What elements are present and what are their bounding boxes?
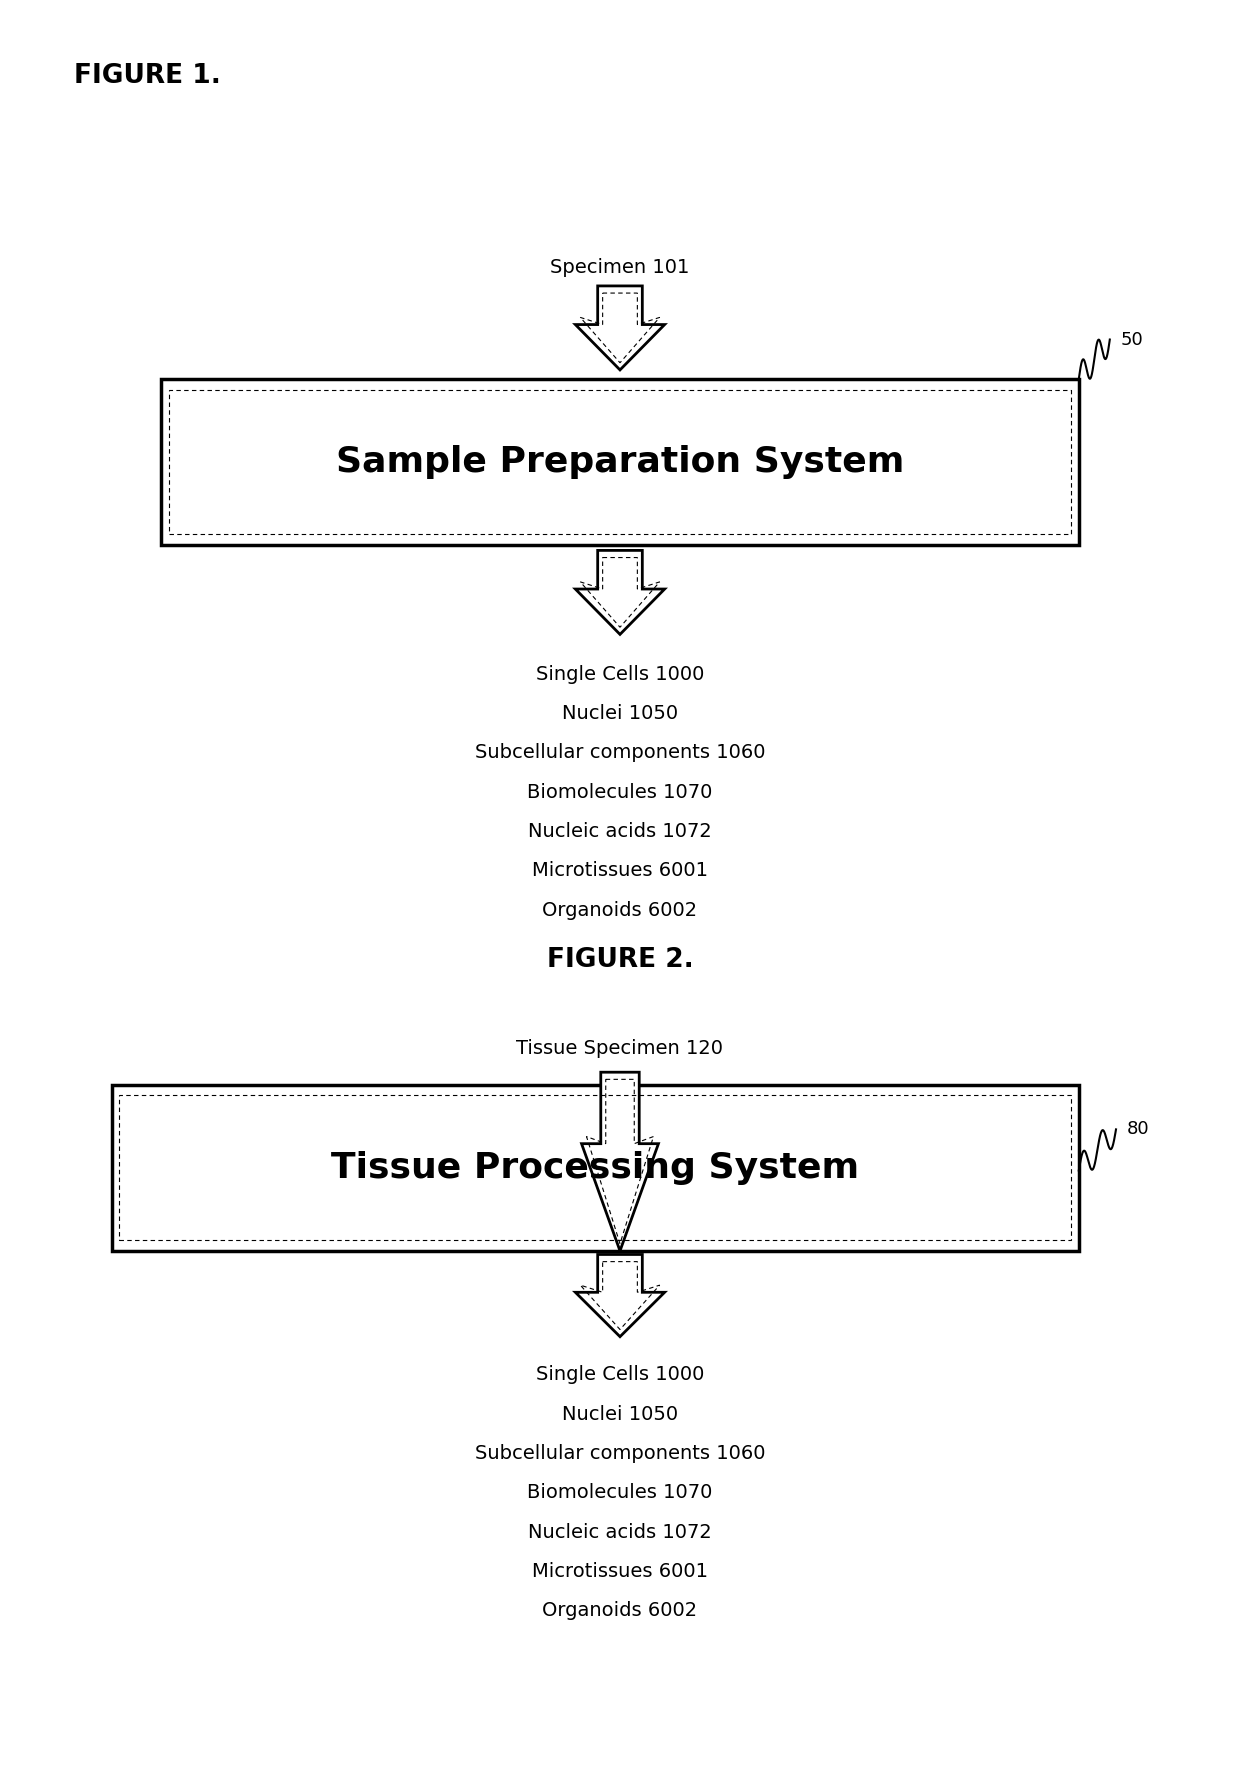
Polygon shape [575, 550, 665, 634]
Text: Organoids 6002: Organoids 6002 [542, 1601, 698, 1621]
Text: Specimen 101: Specimen 101 [551, 257, 689, 277]
Text: Biomolecules 1070: Biomolecules 1070 [527, 783, 713, 802]
Text: Microtissues 6001: Microtissues 6001 [532, 861, 708, 881]
FancyBboxPatch shape [112, 1085, 1079, 1251]
Text: FIGURE 1.: FIGURE 1. [74, 63, 221, 89]
Text: Biomolecules 1070: Biomolecules 1070 [527, 1483, 713, 1503]
Text: Subcellular components 1060: Subcellular components 1060 [475, 743, 765, 763]
Text: Nucleic acids 1072: Nucleic acids 1072 [528, 822, 712, 842]
Text: Microtissues 6001: Microtissues 6001 [532, 1562, 708, 1581]
Text: FIGURE 2.: FIGURE 2. [547, 947, 693, 974]
Text: Tissue Specimen 120: Tissue Specimen 120 [517, 1038, 723, 1058]
Text: Organoids 6002: Organoids 6002 [542, 901, 698, 920]
Polygon shape [575, 1254, 665, 1337]
Text: Single Cells 1000: Single Cells 1000 [536, 1365, 704, 1385]
Text: 50: 50 [1121, 331, 1143, 348]
Polygon shape [575, 286, 665, 370]
Text: 80: 80 [1127, 1120, 1149, 1138]
FancyBboxPatch shape [161, 379, 1079, 545]
Text: Nucleic acids 1072: Nucleic acids 1072 [528, 1523, 712, 1542]
Text: Nuclei 1050: Nuclei 1050 [562, 1405, 678, 1424]
Text: Sample Preparation System: Sample Preparation System [336, 445, 904, 479]
Text: Single Cells 1000: Single Cells 1000 [536, 665, 704, 684]
Text: Tissue Processing System: Tissue Processing System [331, 1151, 859, 1185]
Text: Subcellular components 1060: Subcellular components 1060 [475, 1444, 765, 1464]
Text: Nuclei 1050: Nuclei 1050 [562, 704, 678, 724]
Polygon shape [582, 1072, 658, 1251]
